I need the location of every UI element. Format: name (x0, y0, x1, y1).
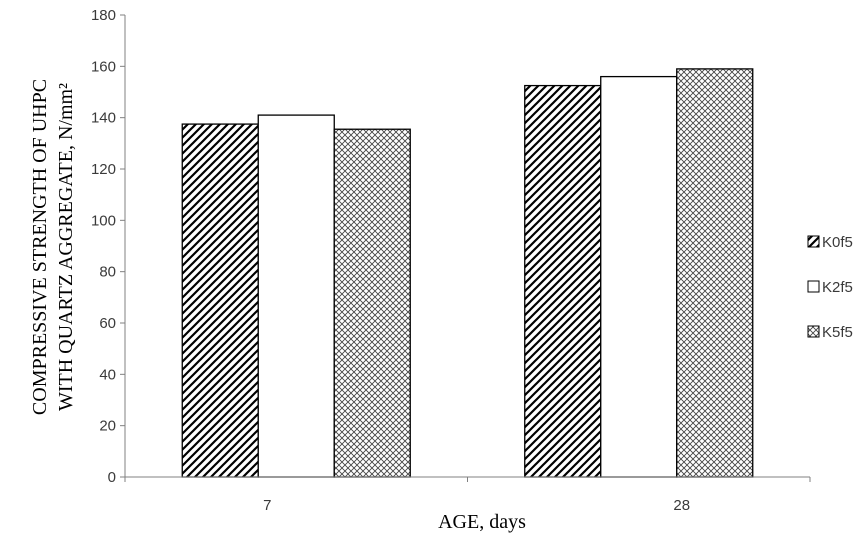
legend: K0f5 K2f5 K5f5 (807, 234, 853, 341)
y-tick-label: 140 (91, 110, 116, 127)
bars (181, 68, 754, 478)
y-tick-label: 20 (99, 418, 116, 435)
y-tick-label: 60 (99, 315, 116, 332)
y-tick-label: 80 (99, 264, 116, 281)
bar-K2f5-28 (600, 75, 678, 478)
x-axis-ticks: 7 28 (124, 477, 811, 514)
bar-K0f5-7 (181, 123, 259, 478)
legend-swatch-K5f5 (807, 325, 820, 338)
y-axis-title-line-1: COMPRESSIVE STRENGTH OF UHPC (29, 79, 51, 415)
legend-swatch-K0f5 (807, 235, 820, 248)
y-axis-ticks: 0 20 40 60 80 100 120 140 160 180 (91, 7, 125, 486)
y-axis-title-line-2: WITH QUARTZ AGGREGATE, N/mm² (55, 83, 77, 411)
bar-K2f5-7 (257, 114, 335, 478)
y-tick-label: 160 (91, 58, 116, 75)
y-tick-label: 0 (108, 469, 116, 486)
x-tick-label: 28 (673, 497, 690, 514)
bar-K5f5-7 (333, 128, 411, 478)
x-axis-title: AGE, days (438, 511, 526, 533)
x-tick-label: 7 (263, 497, 271, 514)
bar-K0f5-28 (524, 84, 602, 478)
y-tick-label: 100 (91, 212, 116, 229)
legend-swatch-K2f5 (807, 280, 820, 293)
legend-label-K5f5: K5f5 (822, 324, 853, 341)
legend-label-K2f5: K2f5 (822, 279, 853, 296)
legend-label-K0f5: K0f5 (822, 234, 853, 251)
y-tick-label: 180 (91, 7, 116, 24)
y-tick-label: 40 (99, 366, 116, 383)
y-tick-label: 120 (91, 161, 116, 178)
bar-K5f5-28 (676, 68, 754, 478)
y-axis-title: COMPRESSIVE STRENGTH OF UHPC WITH QUARTZ… (29, 79, 77, 415)
